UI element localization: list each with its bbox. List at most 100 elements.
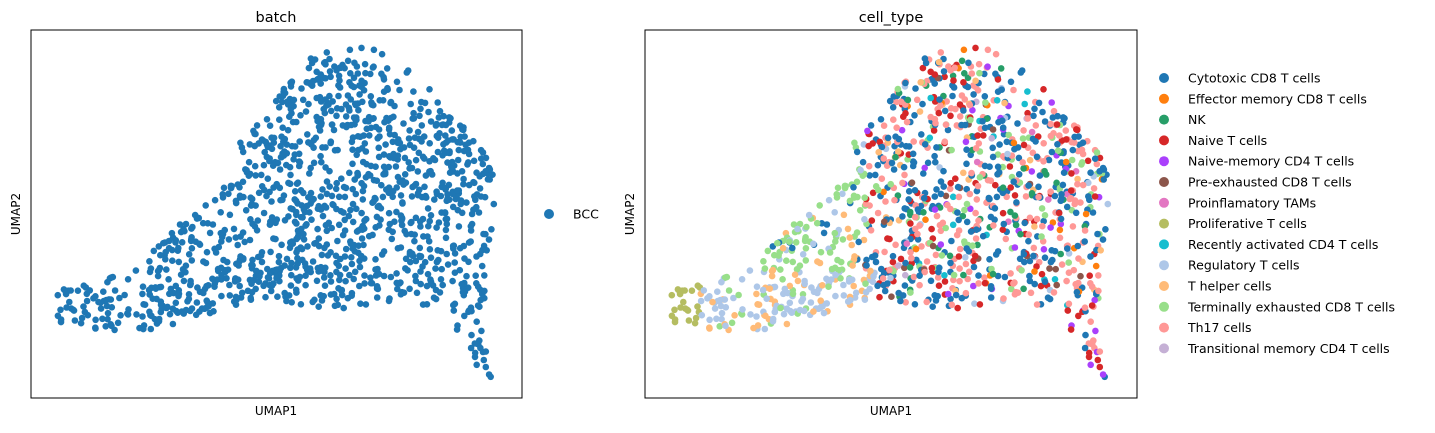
cell-type-point xyxy=(940,167,947,175)
cell-type-point xyxy=(876,293,883,301)
batch-point xyxy=(243,166,250,174)
batch-point xyxy=(285,179,292,187)
batch-point xyxy=(442,132,449,139)
cell-type-point xyxy=(1045,156,1053,164)
batch-point xyxy=(477,193,485,200)
cell-type-point xyxy=(1057,197,1064,205)
batch-point xyxy=(338,175,345,182)
batch-point xyxy=(154,272,162,280)
batch-point xyxy=(434,148,442,156)
cell-type-point xyxy=(942,224,949,232)
cell-type-legend-label: Proinflamatory TAMs xyxy=(1188,195,1316,210)
batch-point xyxy=(412,277,420,285)
batch-point xyxy=(148,312,155,320)
cell-type-point xyxy=(1038,270,1046,278)
cell-type-point xyxy=(1074,175,1081,183)
cell-type-point xyxy=(1063,203,1071,211)
cell-type-point xyxy=(774,239,781,247)
cell-type-legend-label: Regulatory T cells xyxy=(1188,258,1300,273)
batch-point xyxy=(132,267,140,274)
cell-type-point xyxy=(1033,153,1041,161)
batch-point xyxy=(402,255,410,263)
batch-point xyxy=(450,307,458,314)
batch-point xyxy=(133,311,140,318)
batch-point xyxy=(267,218,274,225)
batch-point xyxy=(264,175,272,182)
cell-type-point xyxy=(1011,212,1019,219)
cell-type-point xyxy=(953,231,961,239)
batch-point xyxy=(333,67,340,74)
batch-point xyxy=(230,225,238,233)
batch-point xyxy=(477,296,485,304)
batch-point xyxy=(361,272,368,279)
cell-type-point xyxy=(937,227,945,235)
cell-type-point xyxy=(1072,280,1079,288)
batch-point xyxy=(408,193,416,200)
batch-point xyxy=(318,251,326,259)
batch-point xyxy=(204,220,212,227)
batch-x-axis-label: UMAP1 xyxy=(255,404,297,418)
batch-point xyxy=(414,168,422,175)
cell-type-point xyxy=(1047,132,1055,140)
batch-point xyxy=(406,285,413,293)
cell-type-point xyxy=(1019,159,1026,166)
cell-type-point xyxy=(1031,223,1038,230)
cell-type-point xyxy=(810,308,817,315)
batch-point xyxy=(385,124,393,131)
batch-point xyxy=(287,205,295,212)
cell-type-point xyxy=(839,190,846,198)
batch-point xyxy=(255,278,263,286)
batch-point xyxy=(175,290,183,298)
batch-point xyxy=(385,209,393,217)
cell-type-point xyxy=(792,239,800,246)
cell-type-point xyxy=(928,264,936,272)
batch-point xyxy=(340,209,347,216)
cell-type-point xyxy=(923,258,931,265)
cell-type-point xyxy=(1062,158,1070,166)
cell-type-point xyxy=(936,96,943,103)
cell-type-point xyxy=(850,282,857,290)
cell-type-point xyxy=(976,174,984,181)
cell-type-legend-marker xyxy=(1159,197,1169,208)
batch-point xyxy=(225,236,233,243)
batch-point xyxy=(344,294,352,302)
batch-point xyxy=(453,326,461,333)
cell-type-point xyxy=(937,241,945,248)
batch-point xyxy=(367,274,374,282)
cell-type-point xyxy=(862,280,869,288)
cell-type-point xyxy=(1099,371,1107,378)
batch-point xyxy=(480,356,488,364)
cell-type-point xyxy=(1065,269,1073,277)
cell-type-point xyxy=(1067,194,1075,202)
batch-point xyxy=(241,238,248,246)
cell-type-point xyxy=(862,200,870,208)
cell-type-point xyxy=(931,71,939,78)
cell-type-point xyxy=(989,153,997,161)
cell-type-point xyxy=(1020,285,1027,293)
cell-type-legend-label: T helper cells xyxy=(1187,279,1271,294)
batch-point xyxy=(234,241,241,249)
batch-point xyxy=(185,291,193,298)
cell-type-point xyxy=(1081,227,1089,234)
cell-type-point xyxy=(975,272,982,279)
cell-type-point xyxy=(1076,141,1083,149)
cell-type-point xyxy=(738,276,746,283)
cell-type-point xyxy=(1075,312,1082,320)
cell-type-point xyxy=(1050,289,1058,296)
batch-point xyxy=(286,163,294,171)
batch-point xyxy=(344,57,352,65)
batch-point xyxy=(403,69,411,76)
cell-type-point xyxy=(789,258,797,266)
batch-point xyxy=(385,184,393,191)
cell-type-legend-marker xyxy=(1159,281,1169,291)
cell-type-point xyxy=(794,277,802,285)
cell-type-legend-label: Th17 cells xyxy=(1187,320,1251,335)
batch-point xyxy=(270,280,277,287)
batch-point xyxy=(149,295,156,303)
batch-point xyxy=(306,170,313,177)
cell-type-point xyxy=(723,273,731,281)
cell-type-point xyxy=(950,271,958,279)
cell-type-point xyxy=(987,213,995,221)
cell-type-point xyxy=(755,301,763,309)
batch-point xyxy=(397,212,405,219)
